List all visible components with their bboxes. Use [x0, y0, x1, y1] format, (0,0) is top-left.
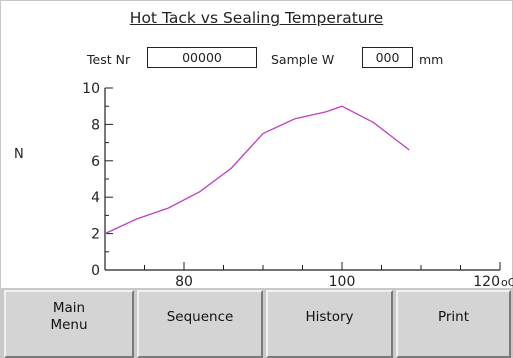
- y-tick-label: 2: [91, 227, 100, 243]
- sample-width-unit: mm: [419, 52, 444, 67]
- main-menu-button[interactable]: Main Menu: [4, 290, 134, 358]
- y-axis-label: N: [14, 147, 24, 162]
- sample-width-label: Sample W: [271, 52, 335, 67]
- test-nr-label: Test Nr: [87, 52, 131, 67]
- sequence-button[interactable]: Sequence: [137, 290, 263, 358]
- page-title: Hot Tack vs Sealing Temperature: [129, 9, 384, 27]
- y-tick-label: 4: [91, 190, 100, 206]
- y-tick-label: 6: [91, 154, 100, 170]
- chart-ticks: 0 2 4 6 8 10 80 100 120 oC: [82, 81, 513, 290]
- x-tick-label: 80: [175, 274, 193, 290]
- sample-width-field[interactable]: 000: [362, 47, 413, 68]
- x-unit-label: oC: [501, 276, 513, 289]
- history-button[interactable]: History: [266, 290, 393, 358]
- y-tick-label: 8: [91, 117, 100, 133]
- chart-axes: [104, 88, 500, 271]
- x-tick-label: 100: [329, 274, 356, 290]
- y-tick-label: 0: [91, 263, 100, 279]
- x-tick-label: 120: [473, 274, 500, 290]
- test-nr-field[interactable]: 00000: [147, 47, 257, 68]
- print-button[interactable]: Print: [396, 290, 511, 358]
- hot-tack-curve: [104, 105, 410, 235]
- y-tick-label: 10: [82, 81, 100, 97]
- hot-tack-chart: N 0 2 4 6 8 10 80 100 120 oC: [14, 81, 513, 290]
